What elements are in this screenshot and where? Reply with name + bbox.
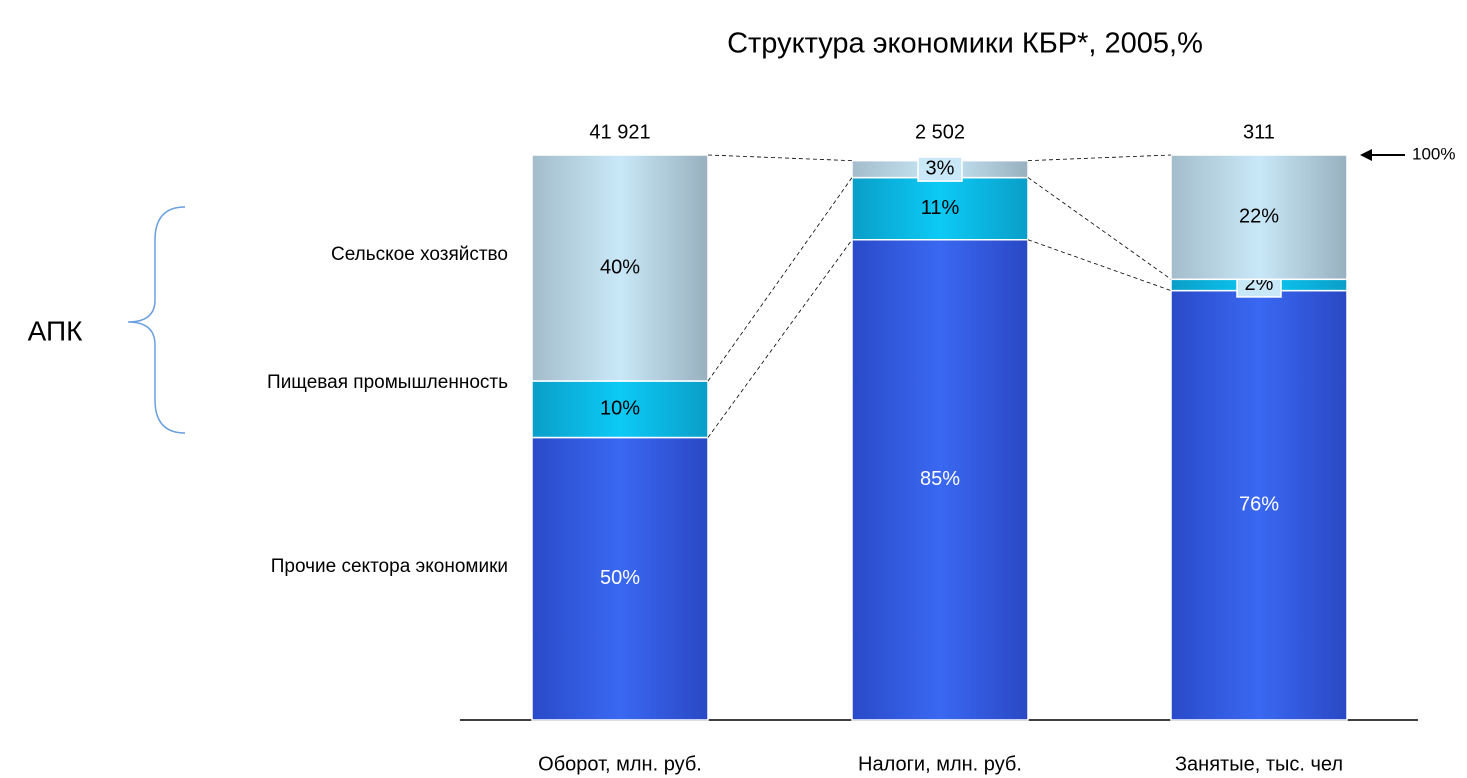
group-label: АПК <box>28 315 83 346</box>
connector <box>1027 239 1172 291</box>
total-label: 41 921 <box>589 121 650 143</box>
bar-segment <box>1170 289 1348 721</box>
total-label: 2 502 <box>915 121 965 143</box>
data-label: 10% <box>600 398 640 420</box>
label-box <box>917 156 963 182</box>
connector <box>707 177 853 382</box>
data-label: 40% <box>600 256 640 278</box>
connector <box>1027 177 1172 280</box>
bar-segment <box>531 380 709 439</box>
data-label: 50% <box>600 567 640 589</box>
bar-segment <box>851 176 1029 241</box>
connector <box>707 239 853 438</box>
reference-label: 100% <box>1412 144 1455 163</box>
x-tick-label: Оборот, млн. руб. <box>538 753 702 775</box>
data-label: 11% <box>921 197 960 219</box>
data-label: 3% <box>926 157 955 179</box>
bar-segment <box>1170 154 1348 281</box>
arrow-head <box>1360 149 1372 161</box>
chart-title: Структура экономики КБР*, 2005,% <box>727 28 1203 60</box>
total-label: 311 <box>1243 121 1275 143</box>
series-label: Пищевая промышленность <box>267 372 508 393</box>
data-label: 76% <box>1239 494 1279 516</box>
x-tick-label: Занятые, тыс. чел <box>1175 753 1343 775</box>
connector <box>1027 154 1172 162</box>
data-label: 22% <box>1239 205 1279 227</box>
bar-segment <box>531 154 709 382</box>
bar-segment <box>851 239 1029 721</box>
series-label: Сельское хозяйство <box>331 244 508 265</box>
bar-segment <box>531 436 709 721</box>
x-tick-label: Налоги, млн. руб. <box>858 753 1022 775</box>
data-label: 85% <box>920 468 960 490</box>
brace <box>127 206 186 434</box>
series-label: Прочие сектора экономики <box>271 556 508 577</box>
connector <box>707 154 853 162</box>
